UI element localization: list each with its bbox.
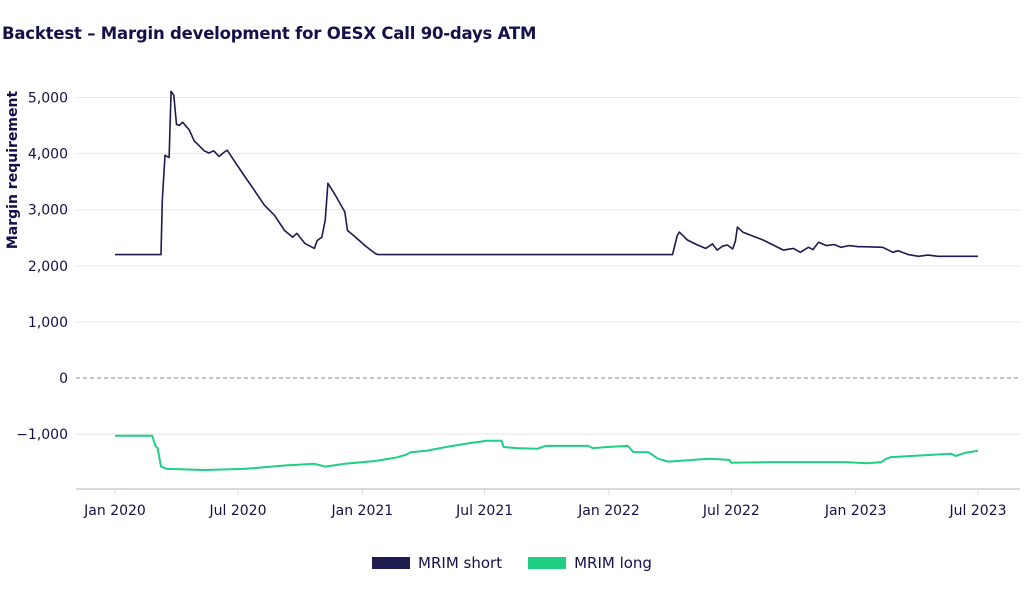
y-tick-label: 1,000 bbox=[28, 315, 68, 331]
y-tick-label: 5,000 bbox=[28, 91, 68, 107]
y-tick-label: −1,000 bbox=[16, 427, 68, 443]
legend-item-mrim-short[interactable]: MRIM short bbox=[372, 554, 502, 572]
x-tick-label: Jul 2023 bbox=[949, 503, 1007, 519]
legend-item-mrim-long[interactable]: MRIM long bbox=[528, 554, 652, 572]
x-tick-label: Jan 2021 bbox=[331, 503, 394, 519]
gridlines bbox=[76, 97, 1020, 435]
y-tick-label: 4,000 bbox=[28, 147, 68, 163]
y-tick-label: 0 bbox=[59, 371, 68, 387]
y-tick-label: 3,000 bbox=[28, 203, 68, 219]
legend: MRIM short MRIM long bbox=[0, 554, 1024, 572]
x-tick-label: Jul 2022 bbox=[702, 503, 760, 519]
x-tick-label: Jul 2020 bbox=[209, 503, 267, 519]
x-tick-label: Jan 2023 bbox=[824, 503, 887, 519]
y-axis-ticks: 5,000 4,000 3,000 2,000 1,000 0 −1,000 bbox=[16, 91, 68, 444]
legend-swatch-mrim-short bbox=[372, 557, 411, 569]
x-axis: Jan 2020 Jul 2020 Jan 2021 Jul 2021 Jan 2022… bbox=[76, 488, 1020, 519]
series-line-mrim-long bbox=[115, 434, 979, 471]
y-axis-title: Margin requirement bbox=[5, 91, 21, 250]
series-lines bbox=[115, 90, 979, 471]
y-tick-label: 2,000 bbox=[28, 259, 68, 275]
legend-label: MRIM short bbox=[418, 554, 503, 572]
x-tick-label: Jan 2022 bbox=[577, 503, 640, 519]
chart-title: Backtest – Margin development for OESX C… bbox=[2, 24, 537, 43]
legend-swatch-mrim-long bbox=[528, 557, 567, 569]
legend-label: MRIM long bbox=[574, 554, 652, 572]
series-line-mrim-short bbox=[115, 90, 978, 258]
line-chart: 5,000 4,000 3,000 2,000 1,000 0 −1,000 Jan 202… bbox=[5, 90, 1020, 519]
x-tick-label: Jan 2020 bbox=[83, 503, 146, 519]
x-tick-label: Jul 2021 bbox=[455, 503, 513, 519]
